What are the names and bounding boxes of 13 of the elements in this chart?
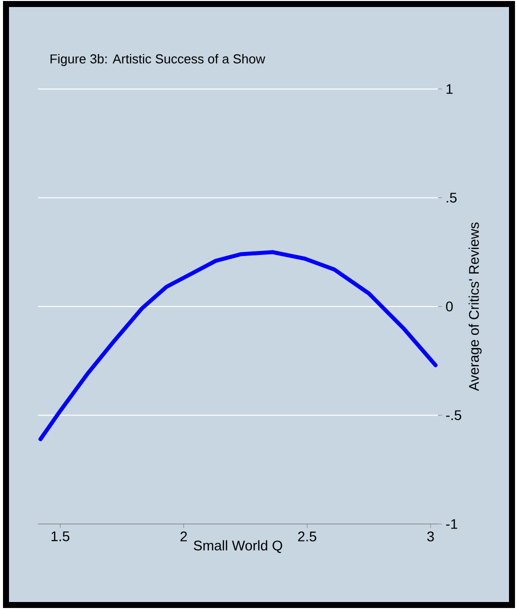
x-axis-title: Small World Q [194,540,282,553]
x-tick-label: 2.5 [298,532,316,542]
y-tick-label: 1 [446,84,453,94]
x-tick-label: 3 [427,532,434,542]
y-tick-label: .5 [446,192,457,203]
line-series [38,250,438,442]
x-tick-label: 2 [180,532,187,542]
x-tick-label: 1.5 [52,532,70,542]
y-tick-label: -.5 [446,410,462,420]
y-axis-title: Average of Critics' Reviews [468,222,482,391]
y-tick-label: -1 [446,519,458,529]
chart-title: Figure 3b: Artistic Success of a Show [50,54,266,66]
y-tick-label: 0 [446,302,453,312]
